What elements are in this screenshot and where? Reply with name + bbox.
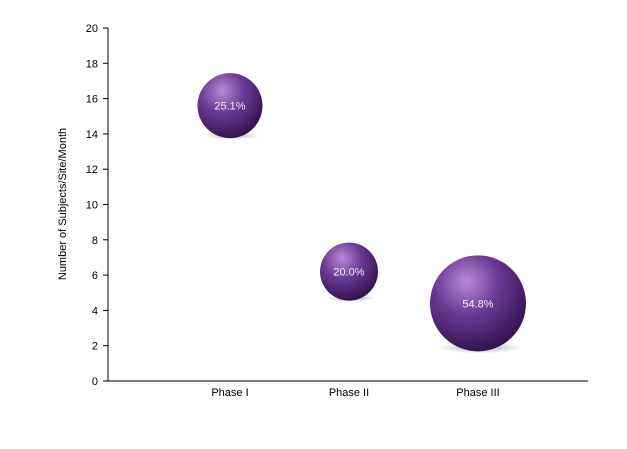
- y-tick-label: 4: [92, 305, 98, 317]
- y-tick-label: 16: [86, 94, 98, 106]
- x-tick-label: Phase III: [456, 387, 499, 399]
- bubble-label: 25.1%: [214, 101, 245, 113]
- bubble-label: 20.0%: [333, 267, 364, 279]
- x-axis: Phase I Phase II Phase III: [108, 380, 588, 399]
- y-tick-label: 8: [92, 235, 98, 247]
- x-tick-label: Phase I: [211, 387, 248, 399]
- y-axis-title: Number of Subjects/Site/Month: [57, 128, 69, 280]
- x-tick-label: Phase II: [329, 387, 369, 399]
- bubble-label: 54.8%: [462, 298, 493, 310]
- bubble: 25.1%: [197, 73, 263, 140]
- bubble-circle: [320, 242, 378, 301]
- y-tick-label: 14: [86, 129, 98, 141]
- bubble: 54.8%: [430, 255, 526, 354]
- y-tick-label: 0: [92, 376, 98, 388]
- y-tick-label: 10: [86, 200, 98, 212]
- bubble-circle: [430, 255, 526, 352]
- y-tick-label: 2: [92, 341, 98, 353]
- y-tick-label: 12: [86, 164, 98, 176]
- bubble: 20.0%: [320, 242, 378, 302]
- y-tick-label: 6: [92, 270, 98, 282]
- y-tick-label: 20: [86, 23, 98, 35]
- bubble-circle: [197, 73, 263, 139]
- y-axis: 0 2 4 6 8 10 12 14 16 18 20: [86, 23, 109, 388]
- y-tick-label: 18: [86, 58, 98, 70]
- bubbles-layer: 25.1% 20.0% 54.8%: [197, 73, 526, 354]
